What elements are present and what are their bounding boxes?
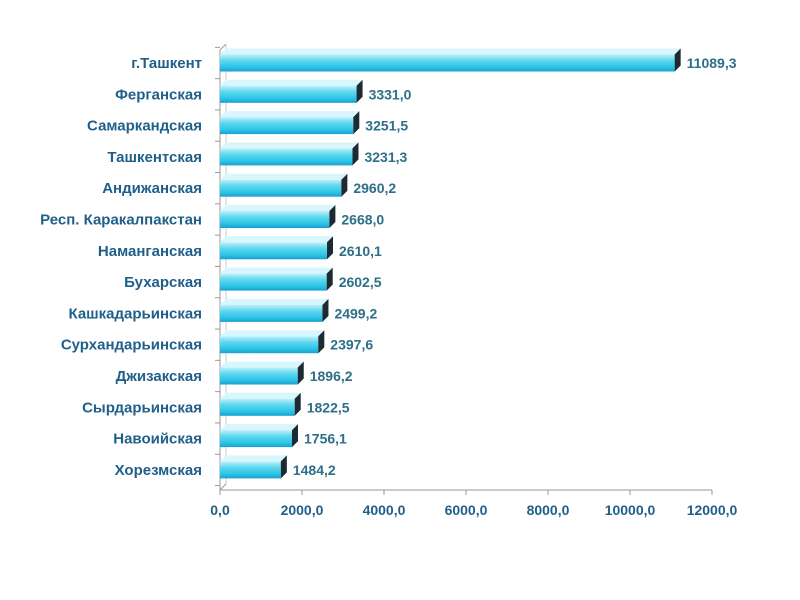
category-label: Бухарская bbox=[124, 274, 202, 291]
category-label: Андижанская bbox=[102, 180, 202, 197]
data-label: 1822,5 bbox=[307, 399, 350, 415]
bar-top-face bbox=[220, 298, 329, 305]
bar-end-face bbox=[329, 205, 336, 228]
bar-top-face bbox=[220, 205, 336, 211]
bar-front-face bbox=[220, 211, 330, 228]
bar-front-face bbox=[220, 304, 323, 322]
bar-front-face bbox=[220, 54, 675, 72]
bar-front-face bbox=[220, 367, 298, 385]
x-tick-label: 2000,0 bbox=[281, 502, 324, 518]
data-label: 1756,1 bbox=[304, 431, 347, 447]
bar-front-face bbox=[220, 461, 281, 479]
data-label: 2602,5 bbox=[339, 274, 382, 290]
bar-end-face bbox=[327, 236, 334, 260]
bar-top-face bbox=[220, 236, 334, 243]
data-label: 2499,2 bbox=[334, 305, 377, 321]
bar-front-face bbox=[220, 148, 353, 166]
bar-top-face bbox=[220, 48, 681, 55]
bar-end-face bbox=[356, 79, 363, 103]
bar bbox=[220, 424, 299, 448]
bar-top-face bbox=[220, 111, 360, 118]
bar-front-face bbox=[220, 430, 293, 448]
data-label: 11089,3 bbox=[687, 55, 737, 71]
bar bbox=[220, 392, 301, 416]
bar bbox=[220, 361, 304, 385]
data-label: 3231,3 bbox=[364, 149, 407, 165]
bar-top-face bbox=[220, 424, 299, 431]
bar-top-face bbox=[220, 173, 348, 180]
bar bbox=[220, 267, 333, 291]
category-label: Навоийская bbox=[113, 431, 202, 448]
axis-corner-line bbox=[219, 43, 227, 51]
bar-front-face bbox=[220, 117, 354, 135]
data-label: 2668,0 bbox=[341, 212, 384, 228]
bar-end-face bbox=[326, 267, 333, 291]
bar-front-face bbox=[220, 336, 319, 354]
axis-floor-corner bbox=[219, 483, 227, 491]
chart-bars bbox=[220, 48, 681, 479]
bar bbox=[220, 298, 329, 322]
bar-end-face bbox=[280, 455, 287, 479]
x-tick-label: 8000,0 bbox=[527, 502, 570, 518]
bar-front-face bbox=[220, 398, 295, 416]
bar-top-face bbox=[220, 361, 304, 368]
data-label: 2960,2 bbox=[353, 180, 396, 196]
category-label: Наманганская bbox=[98, 243, 202, 260]
bar-end-face bbox=[674, 48, 681, 72]
bar bbox=[220, 79, 363, 103]
bar bbox=[220, 142, 359, 166]
bar-front-face bbox=[220, 85, 357, 103]
bar-top-face bbox=[220, 79, 363, 86]
bar bbox=[220, 455, 287, 479]
x-tick-label: 0,0 bbox=[210, 502, 230, 518]
x-tick-label: 4000,0 bbox=[363, 502, 406, 518]
bar-end-face bbox=[294, 392, 301, 416]
data-label: 2397,6 bbox=[330, 337, 373, 353]
value-labels: 11089,3 3331,0 3251,5 3231,3 2960,2 2668,0 261… bbox=[293, 55, 737, 478]
bar-end-face bbox=[297, 361, 304, 385]
category-label: Кашкадарьинская bbox=[68, 305, 202, 322]
data-label: 2610,1 bbox=[339, 243, 382, 259]
bar-top-face bbox=[220, 142, 359, 149]
bar-top-face bbox=[220, 267, 333, 274]
category-label: Сурхандарьинская bbox=[61, 337, 202, 354]
bar-end-face bbox=[341, 173, 348, 197]
category-label: Ферганская bbox=[115, 86, 202, 103]
data-label: 3331,0 bbox=[369, 86, 412, 102]
data-label: 3251,5 bbox=[365, 118, 408, 134]
bar-end-face bbox=[292, 424, 299, 448]
category-label: Сырдарьинская bbox=[82, 399, 202, 416]
x-tick-labels: 0,0 2000,0 4000,0 6000,0 8000,0 10000,0 12000,… bbox=[210, 502, 737, 518]
bar-end-face bbox=[353, 111, 360, 135]
x-tick-label: 12000,0 bbox=[687, 502, 738, 518]
data-label: 1484,2 bbox=[293, 462, 336, 478]
x-tick-label: 10000,0 bbox=[605, 502, 656, 518]
bar bbox=[220, 205, 336, 228]
bar-front-face bbox=[220, 179, 342, 197]
bar bbox=[220, 330, 325, 354]
category-label: Хорезмская bbox=[115, 462, 202, 479]
category-labels: г.Ташкент Ферганская Самаркандская Ташкентс… bbox=[40, 55, 202, 479]
bar bbox=[220, 48, 681, 72]
bar bbox=[220, 173, 348, 197]
bar-top-face bbox=[220, 330, 325, 337]
bar-top-face bbox=[220, 455, 287, 462]
data-label: 1896,2 bbox=[310, 368, 353, 384]
bar-end-face bbox=[318, 330, 325, 354]
category-label: Респ. Каракалпакстан bbox=[40, 212, 202, 229]
x-tick-label: 6000,0 bbox=[445, 502, 488, 518]
category-label: Ташкентская bbox=[107, 149, 202, 166]
bar-front-face bbox=[220, 242, 328, 260]
bar-end-face bbox=[352, 142, 359, 166]
bar-top-face bbox=[220, 392, 301, 399]
bar-end-face bbox=[322, 298, 329, 322]
category-label: Самаркандская bbox=[87, 118, 202, 135]
bar bbox=[220, 236, 334, 260]
category-label: г.Ташкент bbox=[131, 55, 202, 72]
bar bbox=[220, 111, 360, 135]
bar-front-face bbox=[220, 273, 327, 291]
category-label: Джизакская bbox=[116, 368, 202, 385]
